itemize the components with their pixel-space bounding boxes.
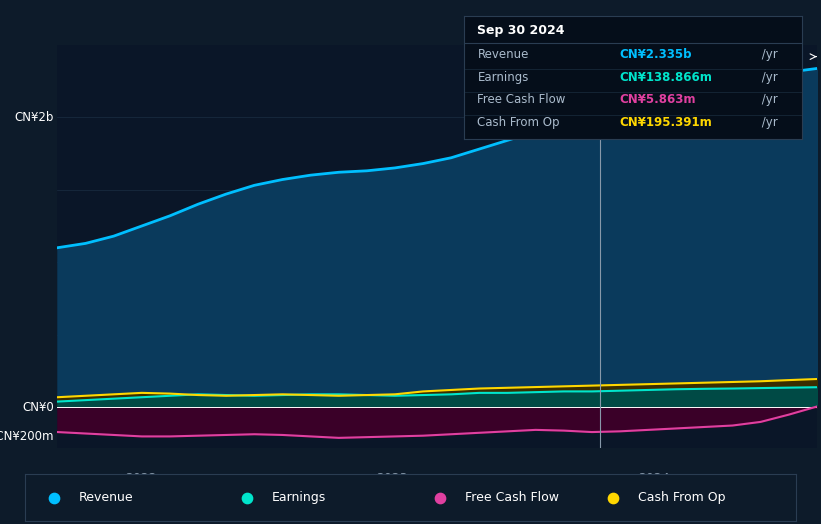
Text: Revenue: Revenue <box>477 48 529 61</box>
Point <box>241 494 254 502</box>
Text: /yr: /yr <box>758 93 777 106</box>
Text: Free Cash Flow: Free Cash Flow <box>465 492 558 504</box>
Text: CN¥2b: CN¥2b <box>14 111 53 124</box>
Text: CN¥5.863m: CN¥5.863m <box>620 93 696 106</box>
Text: Earnings: Earnings <box>272 492 326 504</box>
Point <box>48 494 61 502</box>
Text: 2022: 2022 <box>125 472 157 485</box>
Text: /yr: /yr <box>758 116 777 129</box>
Text: CN¥138.866m: CN¥138.866m <box>620 71 713 83</box>
Text: /yr: /yr <box>758 48 777 61</box>
Text: Free Cash Flow: Free Cash Flow <box>477 93 566 106</box>
Point <box>433 494 447 502</box>
Text: -CN¥200m: -CN¥200m <box>0 430 53 443</box>
Text: CN¥195.391m: CN¥195.391m <box>620 116 712 129</box>
Text: CN¥2.335b: CN¥2.335b <box>620 48 692 61</box>
Point <box>607 494 620 502</box>
Text: Sep 30 2024: Sep 30 2024 <box>477 24 565 37</box>
Text: /yr: /yr <box>758 71 777 83</box>
Text: CN¥0: CN¥0 <box>22 401 53 414</box>
Text: Cash From Op: Cash From Op <box>477 116 560 129</box>
Text: Revenue: Revenue <box>79 492 133 504</box>
Text: 2024: 2024 <box>638 472 669 485</box>
Text: Earnings: Earnings <box>477 71 529 83</box>
Text: 2023: 2023 <box>376 472 407 485</box>
Text: Past: Past <box>604 57 627 67</box>
Text: Cash From Op: Cash From Op <box>638 492 726 504</box>
